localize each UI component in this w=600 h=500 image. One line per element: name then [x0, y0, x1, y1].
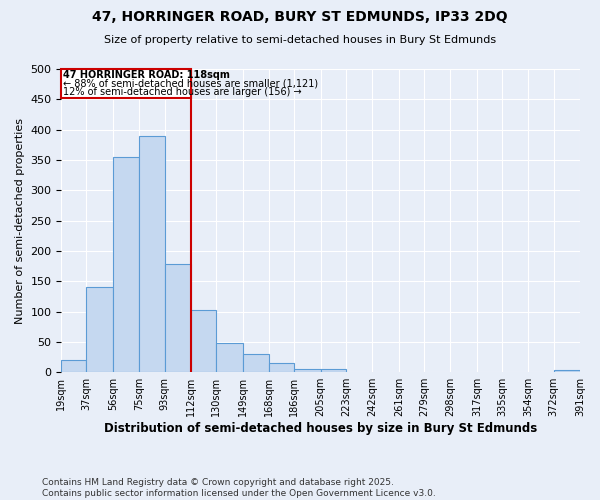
Bar — [139, 136, 164, 372]
Text: ← 88% of semi-detached houses are smaller (1,121): ← 88% of semi-detached houses are smalle… — [63, 78, 318, 88]
Bar — [191, 310, 216, 372]
Bar — [242, 354, 269, 372]
Text: Contains HM Land Registry data © Crown copyright and database right 2025.
Contai: Contains HM Land Registry data © Crown c… — [42, 478, 436, 498]
Bar — [113, 157, 139, 372]
Text: 47, HORRINGER ROAD, BURY ST EDMUNDS, IP33 2DQ: 47, HORRINGER ROAD, BURY ST EDMUNDS, IP3… — [92, 10, 508, 24]
Text: Size of property relative to semi-detached houses in Bury St Edmunds: Size of property relative to semi-detach… — [104, 35, 496, 45]
X-axis label: Distribution of semi-detached houses by size in Bury St Edmunds: Distribution of semi-detached houses by … — [104, 422, 538, 435]
Text: 47 HORRINGER ROAD: 118sqm: 47 HORRINGER ROAD: 118sqm — [63, 70, 230, 80]
Bar — [164, 264, 191, 372]
Text: 12% of semi-detached houses are larger (156) →: 12% of semi-detached houses are larger (… — [63, 86, 301, 97]
Bar — [294, 369, 321, 372]
Bar — [86, 288, 113, 372]
Bar — [321, 368, 346, 372]
Y-axis label: Number of semi-detached properties: Number of semi-detached properties — [15, 118, 25, 324]
Bar — [216, 343, 242, 372]
Bar — [61, 360, 86, 372]
Bar — [554, 370, 580, 372]
FancyBboxPatch shape — [61, 69, 191, 98]
Bar — [269, 363, 294, 372]
